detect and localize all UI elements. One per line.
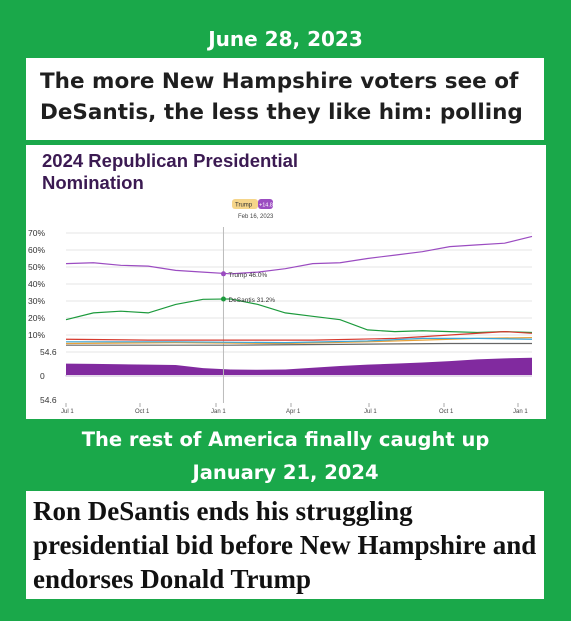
poll-chart: 70% 60% 50% 40% 30% 20% 10% 54.6 0 54.6 Trump 46.0… (28, 199, 533, 415)
y-tick-label: 30% (28, 296, 45, 306)
tooltip-date: Feb 16, 2023 (238, 214, 274, 220)
y-tick-label: 60% (28, 245, 45, 255)
series-line-other-3 (66, 337, 533, 344)
caption-middle: The rest of America finally caught up (81, 428, 490, 451)
x-tick-label: Jan 1 (211, 409, 226, 415)
series-line-trump (65, 235, 533, 275)
desantis-hover-label: DeSantis 31.2% (228, 297, 275, 304)
series-line-other-4 (66, 342, 532, 346)
headline-bottom: Ron DeSantis ends his struggling preside… (33, 496, 537, 594)
x-tick-label: Apr 1 (286, 409, 301, 415)
spread-tick-label: 54.6 (40, 395, 57, 405)
chart-title: 2024 Republican Presidential Nomination (42, 150, 299, 193)
y-tick-label: 50% (28, 262, 45, 272)
tooltip-badge-value: +14.8 (259, 203, 273, 209)
trump-hover-label: Trump 46.0% (228, 272, 267, 279)
spread-tick-label: 54.6 (40, 347, 57, 357)
series-line-desantis (65, 298, 533, 334)
x-tick-label: Jul 1 (364, 409, 377, 415)
series-line-other-1 (65, 330, 533, 341)
y-tick-label: 20% (28, 313, 45, 323)
headline-card-top: The more New Hampshire voters see of DeS… (26, 58, 544, 140)
y-tick-label: 40% (28, 279, 45, 289)
spread-baseline (65, 375, 532, 377)
spread-tick-label: 0 (40, 371, 45, 381)
x-tick-label: Oct 1 (135, 409, 150, 415)
x-tick-label: Oct 1 (439, 409, 454, 415)
desantis-hover-point (220, 296, 226, 302)
y-tick-label: 10% (28, 330, 45, 340)
poll-chart-card: 70% 60% 50% 40% 30% 20% 10% 54.6 0 54.6 Trump 46.0… (26, 145, 546, 419)
x-tick-label: Jul 1 (61, 409, 74, 415)
tooltip-badge (232, 199, 258, 209)
y-tick-label: 70% (28, 228, 45, 238)
headline-top: The more New Hampshire voters see of DeS… (40, 69, 523, 125)
date-top: June 28, 2023 (208, 27, 363, 51)
headline-card-bottom: Ron DeSantis ends his struggling preside… (26, 491, 544, 599)
tooltip-badge-text: Trump (235, 203, 253, 209)
trump-hover-point (220, 271, 226, 277)
date-middle: January 21, 2024 (192, 461, 379, 484)
x-tick-label: Jan 1 (513, 409, 528, 415)
spread-bars (66, 357, 532, 375)
tooltip-badge-value-bg (258, 199, 273, 209)
